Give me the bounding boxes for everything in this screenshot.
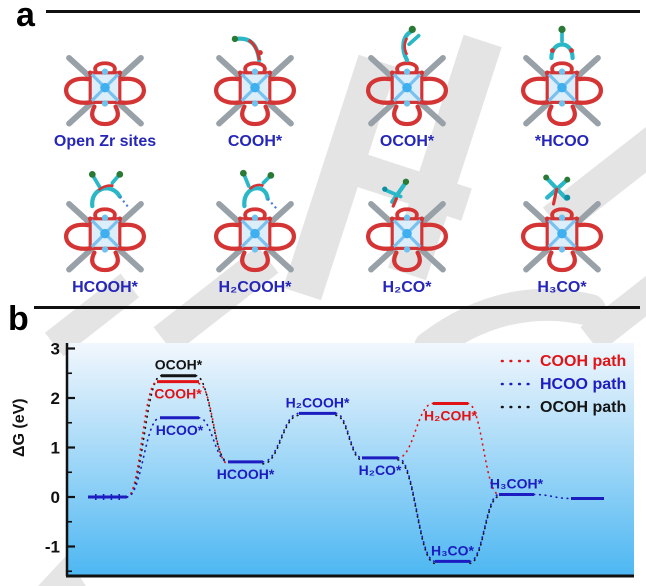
structure-label: H₂CO* <box>382 279 432 296</box>
zr-cluster <box>214 201 296 273</box>
legend-item-hcoo: HCOO path <box>500 376 626 393</box>
level-label-OCOH: OCOH* <box>155 357 203 373</box>
zr-cluster <box>366 55 448 127</box>
connector-HCOO-to-HCOOH <box>198 416 229 463</box>
level-label-HCOO: HCOO* <box>156 422 204 438</box>
zr-cluster <box>64 201 146 273</box>
legend-item-cooh: COOH path <box>500 353 626 370</box>
free-energy-diagram: 3 2 1 0 -1 ΔG (eV) OCOH* COOH* HCOO* HCOOH* H₂COOH… <box>11 340 634 578</box>
connector-H2COOH-to-H2CO <box>335 414 363 461</box>
structure-label: H₃CO* <box>537 279 587 296</box>
legend-label: OCOH path <box>540 399 626 416</box>
y-tick-label: 3 <box>51 340 60 359</box>
structure-cell-cooh-adsorbed: COOH* <box>180 22 330 151</box>
structure-cell-hcooh-adsorbed: HCOOH* <box>30 168 180 297</box>
structure-image-open-zr-sites <box>64 55 146 127</box>
connector-OCOH-to-HCOOH <box>195 374 229 463</box>
structure-cell-hcoo-adsorbed: *HCOO <box>487 22 637 151</box>
zr-cluster <box>521 201 603 273</box>
y-tick-label: -1 <box>45 538 60 557</box>
panel-a-top-rule <box>46 10 640 13</box>
structure-cell-h3co-adsorbed: H₃CO* <box>487 168 637 297</box>
legend-label: HCOO path <box>540 376 626 393</box>
structure-image-hcooh-adsorbed <box>64 170 146 273</box>
adsorbate-ocoh-icon <box>401 25 421 63</box>
connector-H2CO-to-H2COH <box>397 402 434 459</box>
structure-label: HCOOH* <box>72 279 138 296</box>
structure-cell-open-zr-sites: Open Zr sites <box>30 22 180 151</box>
connector-H2CO-to-H3CO <box>397 459 436 565</box>
structure-cell-ocoh-adsorbed: OCOH* <box>332 22 482 151</box>
structure-image-cooh-adsorbed <box>214 35 296 127</box>
watermark-shapes <box>38 34 646 586</box>
adsorbate-h2co-icon <box>382 178 410 208</box>
connector-start-to-COOH <box>126 380 158 498</box>
adsorbate-h3co-icon <box>543 174 571 206</box>
adsorbate-hcoo-icon <box>549 25 575 61</box>
legend-label: COOH path <box>540 353 626 370</box>
panel-b-label: b <box>8 300 29 338</box>
connector-H2COH-to-H3COH <box>467 402 500 496</box>
panel-a-label: a <box>16 0 35 34</box>
structure-image-ocoh-adsorbed <box>366 25 448 127</box>
y-tick-label: 0 <box>51 488 60 507</box>
structure-label: OCOH* <box>379 133 435 150</box>
zr-cluster <box>214 55 296 127</box>
connector-H2CO-to-H3CO <box>397 457 436 563</box>
connector-HCOOH-to-H2COOH <box>262 412 300 463</box>
connector-HCOOH-to-H2COOH <box>262 414 300 465</box>
level-label-H3CO: H₃CO* <box>431 542 475 558</box>
zr-cluster <box>521 55 603 127</box>
level-label-HCOOH: HCOOH* <box>217 466 275 482</box>
structure-label: *HCOO <box>534 133 590 150</box>
adsorbate-hcooh-icon <box>88 170 130 209</box>
connector-COOH-to-HCOOH <box>198 382 229 465</box>
panel-divider-rule <box>34 306 640 309</box>
level-label-H2COOH: H₂COOH* <box>286 394 350 410</box>
structure-image-h2cooh-adsorbed <box>214 169 296 273</box>
level-label-H2CO: H₂CO* <box>359 462 402 478</box>
y-tick-label: 2 <box>51 389 60 408</box>
zr-cluster <box>366 201 448 273</box>
level-label-H2COH: H₂COH* <box>424 407 477 423</box>
zr-cluster <box>64 55 146 127</box>
level-label-COOH: COOH* <box>154 386 202 402</box>
y-tick-label: 1 <box>51 439 60 458</box>
structure-label: Open Zr sites <box>53 133 157 150</box>
adsorbate-cooh-icon <box>231 35 263 63</box>
structure-label: COOH* <box>227 133 283 150</box>
connector-start-to-HCOO <box>126 416 161 498</box>
level-label-H3COH: H₃COH* <box>490 476 544 492</box>
structure-image-h2co-adsorbed <box>366 178 448 273</box>
structure-image-hcoo-adsorbed <box>521 25 603 127</box>
structure-label: H₂COOH* <box>218 279 292 296</box>
structure-image-h3co-adsorbed <box>521 174 603 273</box>
structure-cell-h2co-adsorbed: H₂CO* <box>332 168 482 297</box>
y-axis-title: ΔG (eV) <box>11 398 28 457</box>
adsorbate-h2cooh-icon <box>239 169 277 209</box>
structure-grid: Open Zr sites COOH* <box>30 22 637 297</box>
legend-item-ocoh: OCOH path <box>500 399 626 416</box>
structure-cell-h2cooh-adsorbed: H₂COOH* <box>180 168 330 297</box>
connector-H3COH-to-end <box>533 493 572 500</box>
connector-H2COOH-to-H2CO <box>335 412 363 459</box>
